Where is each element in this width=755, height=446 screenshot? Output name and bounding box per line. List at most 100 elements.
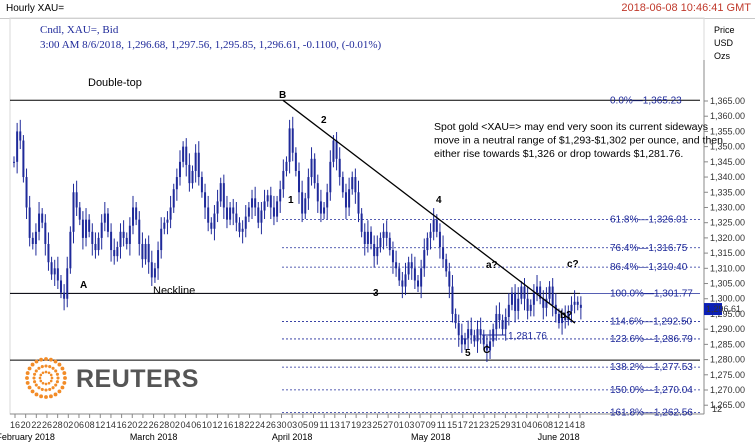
candle-body <box>445 259 448 272</box>
candle-body <box>335 140 338 159</box>
candle-body <box>210 222 213 229</box>
reuters-dot <box>57 362 62 367</box>
candle-body <box>407 262 410 275</box>
candle-body <box>539 286 542 299</box>
candlestick-series <box>13 116 582 363</box>
reuters-dot <box>53 392 58 397</box>
x-tick-label: 14 <box>106 420 116 430</box>
reuters-dot <box>32 376 36 380</box>
y-tick-label: 1,290.00 <box>710 324 745 334</box>
y-tick-label: 1,355.00 <box>710 126 745 136</box>
wave-label: a? <box>486 260 498 271</box>
last-price-marker: 1,296.61 <box>704 303 741 316</box>
candle-body <box>454 313 457 324</box>
candle-body <box>420 268 423 287</box>
candle-body <box>244 216 247 229</box>
candle-body <box>307 177 310 199</box>
x-tick-label: 03 <box>287 420 297 430</box>
candle-body <box>473 335 476 342</box>
candle-body <box>182 146 185 162</box>
candle-body <box>573 301 576 305</box>
candle-body <box>94 243 97 251</box>
candle-body <box>75 192 78 208</box>
reuters-logo <box>18 348 74 413</box>
x-tick-label: 04 <box>181 420 191 430</box>
wave-label: B <box>279 90 286 101</box>
x-tick-label: 17 <box>458 420 468 430</box>
annotation-line: Spot gold <XAU=> may end very soon its c… <box>434 121 708 133</box>
candle-body <box>417 280 420 287</box>
x-tick-label: 26 <box>266 420 276 430</box>
y-tick-label: 1,345.00 <box>710 157 745 167</box>
candle-body <box>448 271 451 287</box>
support-label: 1,281.76 <box>508 331 547 342</box>
y-axis: 1,365.00 1,360.00 1,355.00 1,350.00 1,345.00… <box>704 96 745 414</box>
candle-body <box>360 213 363 232</box>
reuters-dot <box>48 365 52 369</box>
x-tick-label: 06 <box>532 420 542 430</box>
candle-body <box>122 231 125 238</box>
candle-body <box>463 338 466 345</box>
x-tick-label: 09 <box>308 420 318 430</box>
candle-body <box>579 304 582 308</box>
fib-level-label: 0.0%—1,365.23 <box>610 95 682 106</box>
reuters-dot <box>53 359 58 364</box>
reuters-dot <box>48 394 53 399</box>
x-tick-label: 27 <box>383 420 393 430</box>
candle-body <box>495 313 498 330</box>
x-tick-label: 23 <box>479 420 489 430</box>
candle-body <box>247 207 250 217</box>
candle-body <box>285 161 288 171</box>
reuters-dot <box>44 382 48 386</box>
y-tick-label: 1,265.00 <box>710 400 745 410</box>
x-tick-label: 14 <box>564 420 574 430</box>
candle-body <box>153 268 156 278</box>
candle-body <box>504 316 507 330</box>
candle-body <box>398 268 401 281</box>
reuters-dot <box>39 379 43 383</box>
candle-body <box>238 222 241 232</box>
x-tick-label: 21 <box>468 420 478 430</box>
candle-body <box>160 228 163 251</box>
candle-body <box>457 323 460 336</box>
candle-body <box>382 231 385 238</box>
candle-body <box>157 250 160 269</box>
candle-body <box>194 152 197 171</box>
timestamp: 2018-06-08 10:46:41 GMT <box>621 2 751 14</box>
x-tick-label: 17 <box>340 420 350 430</box>
candle-body <box>304 198 307 214</box>
last-price-text: 1,296.61 <box>706 304 741 314</box>
candle-body <box>163 222 166 229</box>
candle-body <box>354 177 357 193</box>
x-tick-label: 13 <box>330 420 340 430</box>
candle-body <box>479 329 482 336</box>
y-tick-label: 1,320.00 <box>710 233 745 243</box>
candle-body <box>81 219 84 238</box>
candle-body <box>551 286 554 305</box>
wave-label: 3 <box>373 288 379 299</box>
x-month-label: June 2018 <box>538 432 580 442</box>
candle-body <box>529 304 532 311</box>
candle-body <box>313 158 316 184</box>
candle-body <box>282 170 285 190</box>
neckline-lines <box>10 292 700 361</box>
x-tick-label: 02 <box>63 420 73 430</box>
x-tick-label: 19 <box>351 420 361 430</box>
x-tick-label: 15 <box>447 420 457 430</box>
candle-body <box>379 237 382 248</box>
x-tick-label: 12 <box>554 420 564 430</box>
candle-body <box>191 170 194 184</box>
candle-body <box>476 329 479 342</box>
candle-body <box>216 201 219 214</box>
reuters-dot <box>40 365 44 369</box>
candle-body <box>545 298 548 308</box>
y-tick-label: 1,360.00 <box>710 111 745 121</box>
fib-level-label: 76.4%—1,316.75 <box>610 243 688 254</box>
neckline-label: Neckline <box>153 285 195 297</box>
candle-body <box>44 222 47 244</box>
candle-body <box>175 177 178 190</box>
candle-body <box>401 280 404 287</box>
candle-body <box>366 231 369 244</box>
candle-body <box>561 316 564 324</box>
